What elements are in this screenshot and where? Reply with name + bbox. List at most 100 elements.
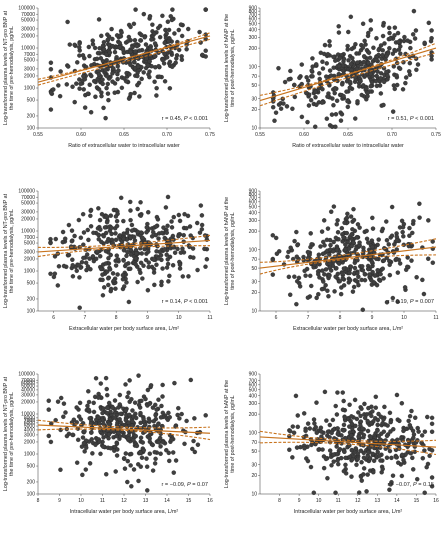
data-point xyxy=(173,458,179,463)
data-point xyxy=(329,430,334,436)
data-point xyxy=(310,56,315,61)
data-point xyxy=(384,69,389,75)
data-point xyxy=(114,441,120,447)
data-point xyxy=(74,81,79,86)
data-point xyxy=(347,278,353,283)
x-axis-label: Intracellular water per body surface are… xyxy=(294,509,403,515)
data-point xyxy=(48,107,54,112)
data-point xyxy=(184,418,189,424)
y-tick-label: 7000 xyxy=(24,235,35,241)
data-point xyxy=(138,435,144,440)
data-point xyxy=(394,234,400,239)
data-point xyxy=(429,28,434,33)
data-point xyxy=(109,26,114,32)
data-point xyxy=(181,232,186,238)
data-point xyxy=(145,63,151,68)
data-point xyxy=(52,271,58,276)
data-point xyxy=(131,467,137,472)
data-point xyxy=(138,464,144,469)
data-point xyxy=(125,458,131,464)
y-tick-label: 200 xyxy=(249,412,258,418)
data-point xyxy=(136,402,142,408)
data-point xyxy=(110,71,115,76)
data-point xyxy=(137,48,142,53)
data-point xyxy=(303,273,308,278)
y-axis-label: the time of pre-hemodialysis, pg/mL xyxy=(9,26,15,110)
y-tick-label: 900 xyxy=(249,6,258,12)
data-point xyxy=(416,429,421,434)
data-point xyxy=(359,277,364,283)
correlation-annotation: r = 0.45, P < 0.001 xyxy=(162,116,208,122)
data-point xyxy=(99,211,105,217)
data-point xyxy=(157,34,163,40)
data-point xyxy=(105,392,110,398)
data-point xyxy=(147,451,153,456)
data-point xyxy=(174,56,179,61)
x-tick-label: 8 xyxy=(339,315,342,321)
data-point xyxy=(288,428,293,434)
data-point xyxy=(110,405,115,411)
data-point xyxy=(403,75,409,80)
data-point xyxy=(147,59,152,64)
data-point xyxy=(101,233,107,239)
data-point xyxy=(389,204,395,210)
data-point xyxy=(334,247,340,253)
data-point xyxy=(117,416,122,422)
data-point xyxy=(131,234,137,240)
data-point xyxy=(61,401,67,406)
data-point xyxy=(333,274,338,279)
data-point xyxy=(430,239,435,244)
x-tick-label: 10 xyxy=(316,498,322,504)
data-point xyxy=(400,87,406,92)
data-point xyxy=(110,36,115,42)
data-point xyxy=(320,251,326,257)
data-point xyxy=(348,61,354,67)
data-point xyxy=(131,59,137,65)
data-point xyxy=(104,410,110,416)
data-point xyxy=(362,38,367,44)
data-point xyxy=(110,79,115,84)
y-tick-label: 30 xyxy=(251,96,257,102)
x-tick-label: 12 xyxy=(355,498,361,504)
data-point xyxy=(203,7,208,12)
data-point xyxy=(290,106,295,111)
data-point xyxy=(93,256,99,262)
data-point xyxy=(134,251,139,256)
data-point xyxy=(101,421,106,427)
data-point xyxy=(121,433,126,438)
data-point xyxy=(331,65,336,70)
data-point xyxy=(147,14,153,19)
data-point xyxy=(100,81,105,87)
data-point xyxy=(115,76,120,82)
data-point xyxy=(339,455,344,461)
data-point xyxy=(191,255,196,260)
data-point xyxy=(128,247,133,252)
data-point xyxy=(368,71,373,77)
data-point xyxy=(98,227,103,232)
data-point xyxy=(118,195,124,201)
x-tick-label: 13 xyxy=(375,498,381,504)
data-point xyxy=(105,37,111,42)
data-point xyxy=(104,220,110,225)
data-point xyxy=(141,263,146,268)
data-point xyxy=(166,450,171,456)
data-point xyxy=(332,289,337,294)
data-point xyxy=(99,239,104,245)
data-point xyxy=(387,262,392,268)
data-point xyxy=(402,285,408,290)
data-point xyxy=(392,86,397,92)
data-point xyxy=(361,54,367,59)
data-point xyxy=(381,258,387,263)
data-point xyxy=(146,260,152,265)
data-point xyxy=(101,39,107,45)
ci-upper-line xyxy=(259,42,437,96)
data-point xyxy=(411,8,417,14)
y-tick-label: 2000 xyxy=(24,74,35,80)
data-point xyxy=(308,231,313,236)
data-point xyxy=(152,79,157,85)
data-point xyxy=(126,34,132,40)
data-point xyxy=(82,56,87,61)
data-point xyxy=(308,244,313,250)
data-point xyxy=(366,240,371,245)
data-point xyxy=(145,287,151,293)
